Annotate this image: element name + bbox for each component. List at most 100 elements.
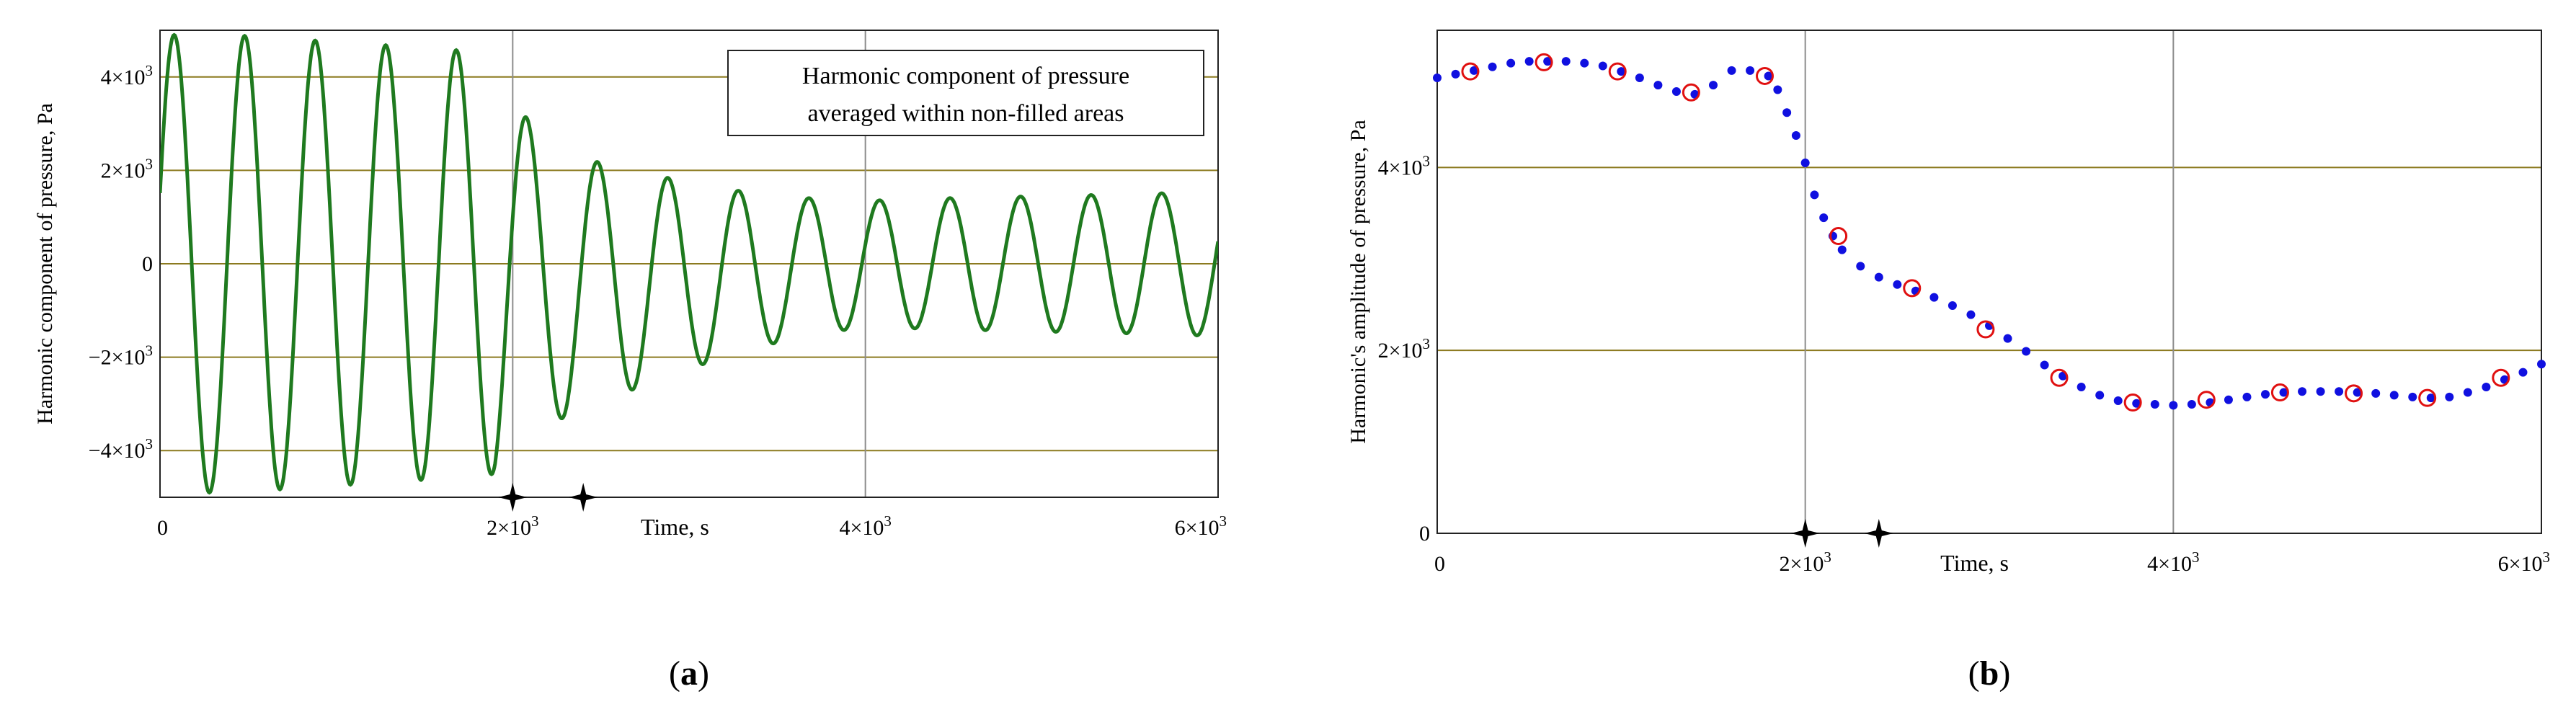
envelope-dot bbox=[1727, 66, 1736, 75]
envelope-dot bbox=[2040, 360, 2049, 370]
y-tick-label: 0 bbox=[142, 252, 153, 276]
envelope-dot bbox=[2518, 368, 2528, 377]
envelope-dot bbox=[1470, 66, 1479, 75]
envelope-dot bbox=[2022, 347, 2031, 356]
envelope-dot bbox=[2371, 388, 2381, 398]
envelope-dot bbox=[1874, 272, 1883, 282]
envelope-dot bbox=[2316, 387, 2325, 396]
axis-marker-star bbox=[498, 483, 528, 512]
envelope-dot bbox=[1782, 108, 1792, 117]
envelope-dot bbox=[2389, 391, 2399, 400]
y-tick-label: 4×103 bbox=[101, 62, 153, 89]
envelope-dot bbox=[2150, 400, 2159, 409]
envelope-dot bbox=[1856, 262, 1865, 271]
envelope-dot bbox=[1451, 69, 1460, 79]
sample-circle bbox=[2345, 384, 2363, 403]
envelope-dot bbox=[1506, 58, 1516, 68]
x-tick-label: 4×103 bbox=[2147, 548, 2199, 576]
envelope-dot bbox=[1746, 66, 1755, 75]
legend-text: Harmonic component of pressure bbox=[802, 63, 1129, 89]
axis-marker-star bbox=[569, 483, 598, 512]
legend-box bbox=[727, 50, 1204, 136]
sample-circle bbox=[1903, 279, 1922, 298]
envelope-dot bbox=[1773, 85, 1782, 94]
envelope-dot bbox=[1966, 310, 1976, 319]
envelope-dot bbox=[2187, 400, 2196, 409]
y-axis-label: Harmonic component of pressure, Pa bbox=[33, 103, 57, 424]
envelope-dot bbox=[1488, 62, 1497, 71]
envelope-dot bbox=[2408, 392, 2417, 401]
envelope-dot bbox=[2113, 396, 2123, 405]
envelope-dot bbox=[1810, 190, 1819, 200]
envelope-dot bbox=[1800, 159, 1810, 168]
envelope-dot bbox=[2224, 395, 2233, 404]
envelope-dot bbox=[2003, 334, 2012, 343]
envelope-dot bbox=[1580, 58, 1589, 68]
y-tick-label: 2×103 bbox=[1378, 335, 1430, 362]
envelope-dot bbox=[2353, 388, 2362, 397]
x-axis-label: Time, s bbox=[641, 514, 709, 540]
chart-panel-b: 4×103 2×103 00 2×103 4×103 6×103 Time, s Harmon… bbox=[1346, 30, 2550, 693]
envelope-dot bbox=[1671, 87, 1681, 97]
envelope-dot bbox=[1543, 57, 1553, 66]
envelope-dot bbox=[1929, 293, 1939, 302]
x-tick-label: 4×103 bbox=[839, 512, 891, 540]
x-tick-label: 2×103 bbox=[487, 512, 538, 540]
sample-circle bbox=[2050, 368, 2069, 387]
envelope-dot bbox=[2482, 382, 2491, 391]
series-line-pressure bbox=[160, 32, 1218, 495]
legend-text: averaged within non-filled areas bbox=[808, 100, 1124, 127]
y-tick-label: 0 bbox=[1419, 522, 1430, 546]
plot-frame bbox=[159, 30, 1219, 498]
x-tick-label: 6×103 bbox=[1175, 512, 1227, 540]
envelope-dot bbox=[2132, 399, 2141, 408]
envelope-dot bbox=[1819, 213, 1829, 223]
x-axis-label: Time, s bbox=[1940, 550, 2009, 576]
envelope-dot bbox=[1764, 71, 1773, 81]
x-tick-label: 6×103 bbox=[2498, 548, 2550, 576]
sample-circle bbox=[1976, 320, 1995, 339]
y-tick-label: 4×103 bbox=[1378, 152, 1430, 179]
sample-circle bbox=[1461, 62, 1480, 81]
x-tick-label: 0 bbox=[1434, 552, 1445, 576]
sample-circle bbox=[2270, 383, 2289, 402]
envelope-dot bbox=[2463, 388, 2472, 397]
envelope-dot bbox=[2445, 392, 2454, 401]
y-tick-label: 2×103 bbox=[101, 155, 153, 182]
envelope-dot bbox=[1635, 73, 1644, 82]
x-tick-label: 0 bbox=[157, 516, 168, 540]
panel-label: (b) bbox=[1968, 654, 2011, 693]
chart-panel-a: 4×103 2×103 0 −2×103 −4×103 0 2×103 4×103 6×103 T… bbox=[33, 30, 1227, 693]
sample-circle bbox=[2492, 368, 2510, 387]
envelope-dot bbox=[1893, 280, 1902, 289]
envelope-dot bbox=[2169, 401, 2178, 410]
envelope-dot bbox=[2242, 392, 2252, 401]
y-tick-label: −2×103 bbox=[89, 342, 153, 370]
envelope-dot bbox=[2279, 388, 2288, 397]
envelope-dot bbox=[1791, 130, 1800, 140]
y-tick-label: −4×103 bbox=[89, 435, 153, 463]
sample-circle bbox=[1755, 66, 1774, 85]
envelope-dot bbox=[1561, 57, 1571, 66]
envelope-dot bbox=[1598, 61, 1607, 71]
envelope-dot bbox=[2537, 360, 2546, 369]
axis-marker-star bbox=[1864, 519, 1893, 548]
sample-circle bbox=[2123, 393, 2142, 412]
envelope-dot bbox=[2298, 387, 2307, 396]
legend: Harmonic component of pressure averaged w… bbox=[727, 50, 1204, 136]
sample-circle bbox=[1535, 53, 1553, 71]
y-axis-label: Harmonic's amplitude of pressure, Pa bbox=[1346, 120, 1370, 443]
envelope-dot bbox=[1433, 73, 1442, 82]
envelope-dot bbox=[2261, 390, 2270, 399]
x-tick-label: 2×103 bbox=[1779, 548, 1831, 576]
envelope-dot bbox=[1947, 301, 1957, 310]
envelope-dot bbox=[1837, 245, 1847, 254]
envelope-dot bbox=[1709, 81, 1718, 90]
envelope-dot bbox=[1524, 57, 1534, 66]
envelope-dot bbox=[1653, 81, 1663, 90]
plot-frame bbox=[1436, 30, 2542, 534]
sample-circle bbox=[2418, 388, 2437, 407]
axis-marker-star bbox=[1790, 519, 1820, 548]
sample-circle bbox=[2197, 391, 2216, 409]
